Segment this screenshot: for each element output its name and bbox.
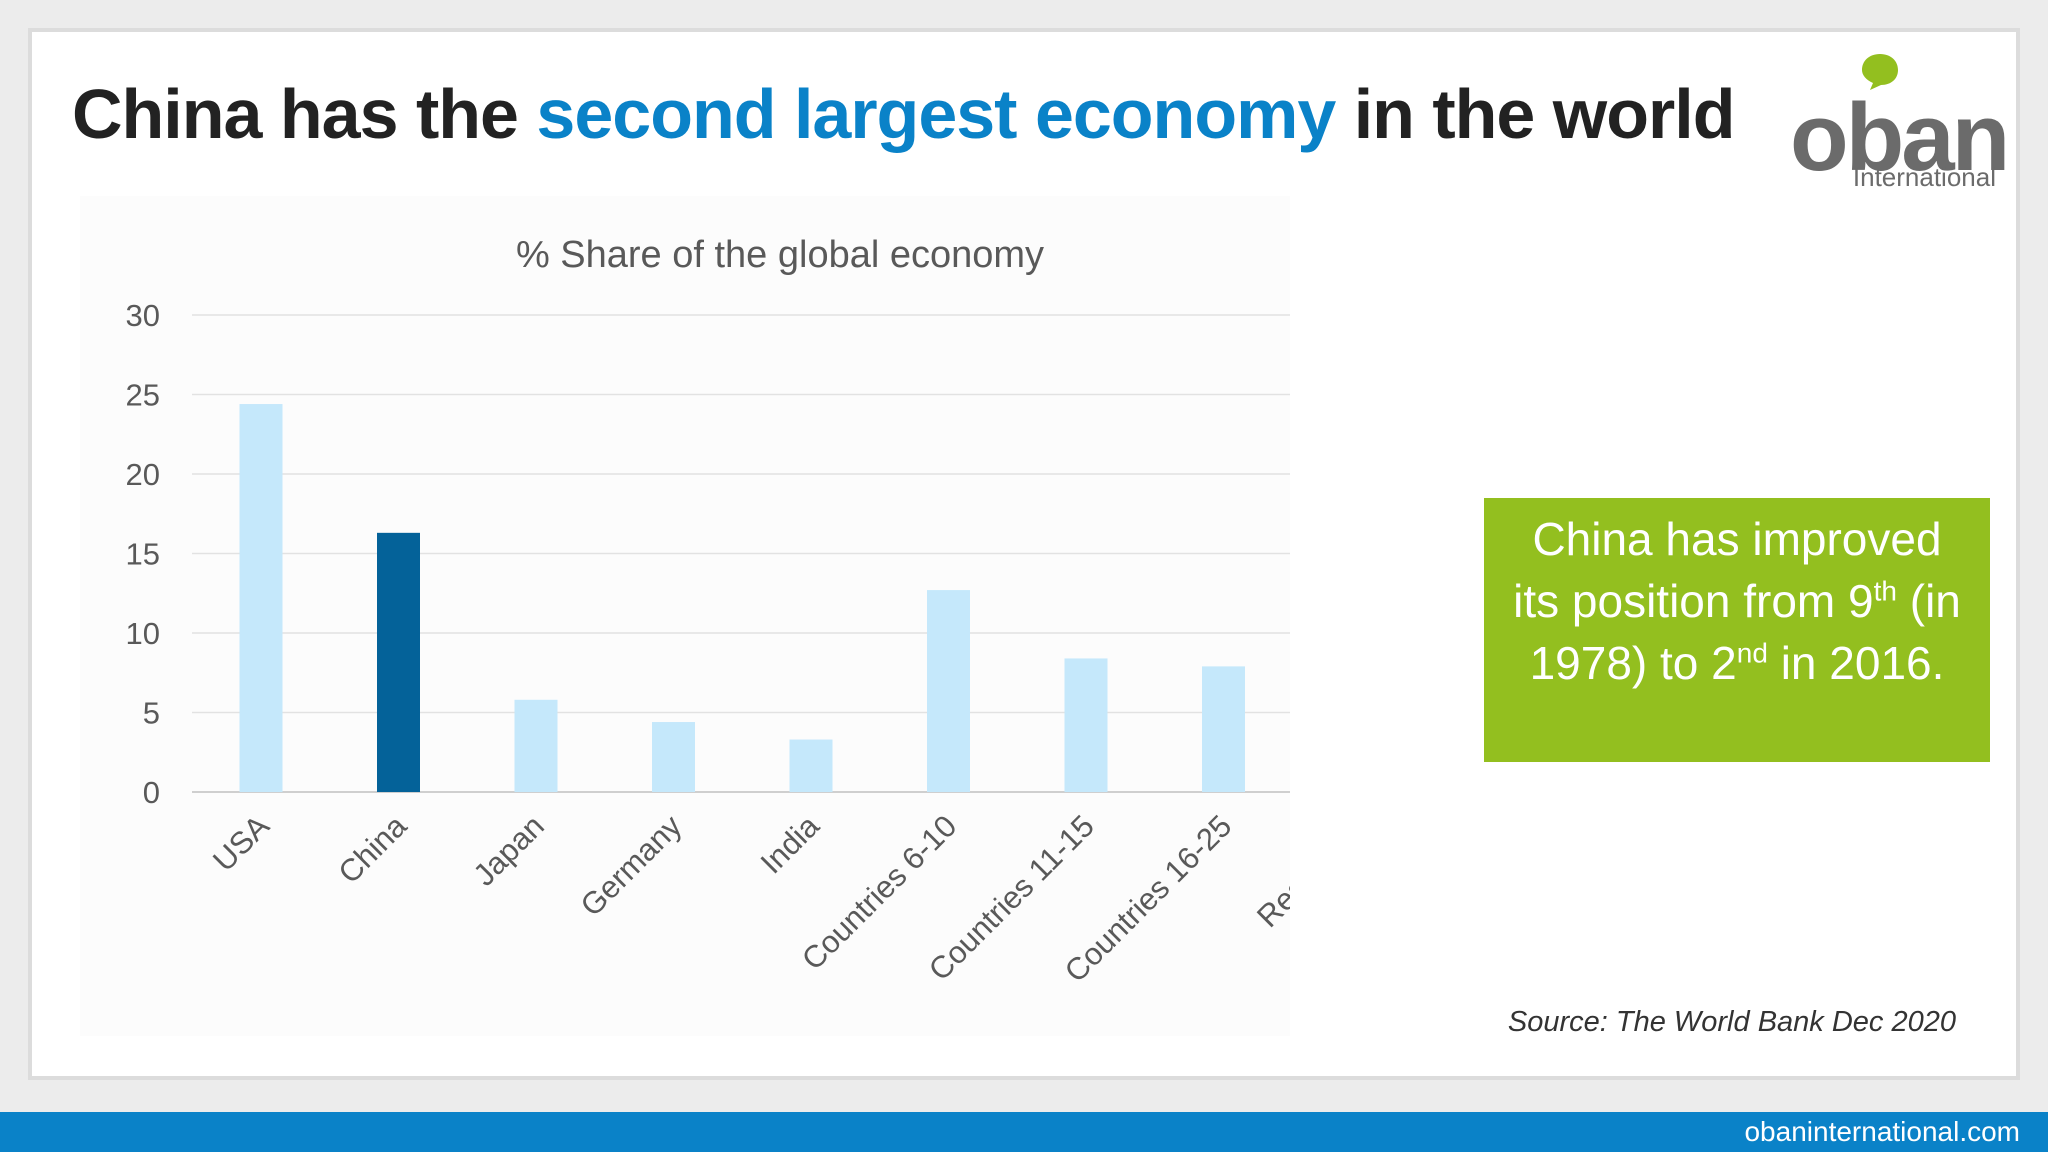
bars xyxy=(239,404,1245,792)
footer-bar: obaninternational.com xyxy=(0,1112,2048,1152)
title-text-end: in the world xyxy=(1335,75,1736,153)
page-title: China has the second largest economy in … xyxy=(72,74,1736,154)
title-highlight: second largest economy xyxy=(536,75,1336,153)
oban-logo: oban International xyxy=(1780,50,2010,200)
footer-url: obaninternational.com xyxy=(1744,1116,2020,1147)
bar-japan xyxy=(514,699,558,792)
x-tick-label: Japan xyxy=(466,808,550,892)
bar-india xyxy=(789,739,833,792)
chart-title: % Share of the global economy xyxy=(516,234,1044,276)
y-axis-ticks: 0 5 10 15 20 25 30 xyxy=(126,298,160,810)
speech-bubble-shape xyxy=(1862,54,1898,90)
x-tick-label: China xyxy=(331,808,414,891)
x-tick-label: Germany xyxy=(574,808,689,923)
callout-sup-2: nd xyxy=(1736,637,1768,669)
bar-countries-16-25 xyxy=(1202,666,1245,792)
y-tick-label: 15 xyxy=(126,537,160,572)
bar-chart: % Share of the global economy 0 5 10 15 20 25… xyxy=(126,234,1290,989)
y-tick-label: 10 xyxy=(126,616,160,651)
callout-text-2: (in 1978) to 2 xyxy=(1529,575,1961,689)
source-note: Source: The World Bank Dec 2020 xyxy=(1507,1006,1956,1038)
y-tick-label: 25 xyxy=(126,378,160,413)
bar-china xyxy=(377,532,420,792)
bar-countries-6-10 xyxy=(927,590,970,792)
callout-sup-1: th xyxy=(1873,575,1897,607)
y-tick-label: 20 xyxy=(126,457,160,492)
bar-countries-11-15 xyxy=(1064,658,1108,792)
grid-lines xyxy=(192,314,1290,793)
logo-wordmark: oban xyxy=(1790,84,2010,191)
bar-germany xyxy=(652,722,695,792)
x-tick-label: Rest - 168 xyxy=(1250,808,1290,934)
chart-area: % Share of the global economy 0 5 10 15 20 25… xyxy=(80,196,1290,1036)
y-tick-label: 0 xyxy=(143,775,160,810)
x-tick-label: India xyxy=(754,808,827,881)
title-text-start: China has the xyxy=(72,75,537,153)
logo-subtitle: International xyxy=(1852,162,1996,192)
y-tick-label: 5 xyxy=(143,696,160,731)
speech-bubble-icon xyxy=(1862,54,1898,90)
y-tick-label: 30 xyxy=(126,298,160,333)
callout-text-3: in 2016. xyxy=(1767,637,1945,689)
callout-text-1: China has improved its position from 9 xyxy=(1513,513,1942,627)
callout-box: China has improved its position from 9th… xyxy=(1484,498,1990,762)
x-tick-label: USA xyxy=(206,808,276,878)
bar-usa xyxy=(239,404,283,792)
